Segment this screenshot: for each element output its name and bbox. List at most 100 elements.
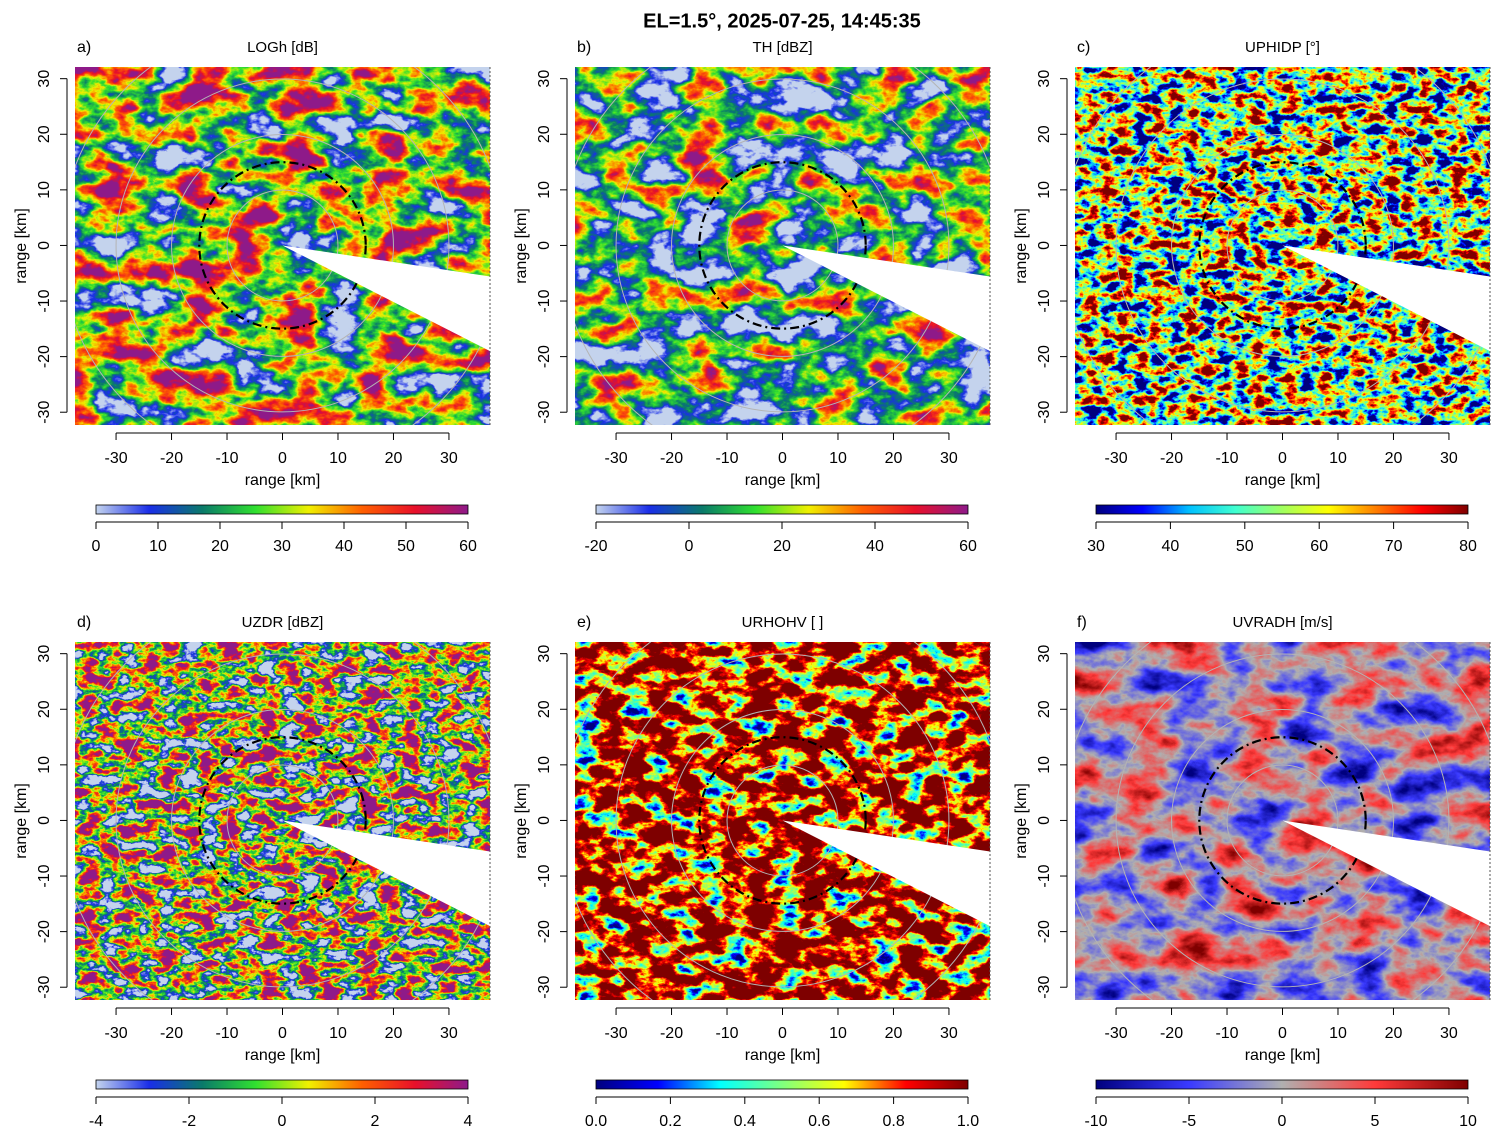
y-tick-label: -10	[536, 864, 553, 887]
x-axis-label: range [km]	[1245, 472, 1321, 489]
y-tick-label: 30	[1036, 70, 1053, 88]
x-tick-label: 20	[385, 450, 403, 467]
colorbar-tick-label: 0	[278, 1113, 287, 1130]
panel-label: f)	[1077, 614, 1087, 631]
y-tick-label: 0	[36, 816, 53, 825]
y-tick-label: 0	[1036, 241, 1053, 250]
range-ring	[671, 133, 894, 357]
x-tick-label: 30	[940, 1025, 958, 1042]
colorbar-tick-label: 10	[149, 538, 167, 555]
y-tick-label: -20	[1036, 345, 1053, 368]
colorbar-tick-label: 4	[464, 1113, 473, 1130]
y-tick-label: 10	[536, 181, 553, 199]
panel-label: e)	[577, 614, 591, 631]
x-tick-label: 30	[440, 450, 458, 467]
radar-field	[75, 642, 490, 1000]
reference-circle	[198, 161, 367, 330]
panel-title: LOGh [dB]	[247, 39, 318, 56]
colorbar-tick-label: 20	[773, 538, 791, 555]
y-tick-label: 10	[1036, 181, 1053, 199]
range-ring	[115, 78, 450, 413]
colorbar	[95, 1079, 469, 1090]
y-tick-label: 30	[36, 645, 53, 663]
range-ring	[1115, 653, 1450, 988]
panel-title: URHOHV [ ]	[742, 614, 824, 631]
colorbar-tick-label: 0.2	[659, 1113, 681, 1130]
x-tick-label: -20	[1160, 450, 1183, 467]
x-tick-label: -20	[660, 450, 683, 467]
y-tick-label: -30	[36, 401, 53, 424]
y-tick-label: -20	[1036, 920, 1053, 943]
x-axis-label: range [km]	[245, 1047, 321, 1064]
colorbar-tick-label: 0.4	[734, 1113, 756, 1130]
x-axis-label: range [km]	[245, 472, 321, 489]
x-tick-label: -20	[160, 1025, 183, 1042]
x-tick-label: -10	[215, 450, 238, 467]
field-image	[75, 67, 490, 425]
blocked-sector	[1282, 245, 1490, 352]
y-tick-label: 10	[536, 756, 553, 774]
y-tick-label: -30	[1036, 401, 1053, 424]
x-tick-label: -10	[1215, 1025, 1238, 1042]
range-ring	[726, 189, 839, 302]
colorbar-tick-label: 0	[685, 538, 694, 555]
blocked-sector	[1282, 820, 1490, 927]
x-tick-label: -20	[660, 1025, 683, 1042]
colorbar-tick-label: 2	[371, 1113, 380, 1130]
y-tick-label: 20	[536, 125, 553, 143]
x-tick-label: 30	[1440, 450, 1458, 467]
range-ring	[115, 653, 450, 988]
colorbar-tick-label: 50	[1236, 538, 1254, 555]
y-tick-label: -10	[536, 289, 553, 312]
y-tick-label: -30	[536, 401, 553, 424]
y-tick-label: 0	[36, 241, 53, 250]
x-tick-label: 20	[885, 450, 903, 467]
reference-circle	[1198, 161, 1367, 330]
range-ring	[171, 708, 394, 932]
y-tick-label: 30	[536, 70, 553, 88]
y-axis-label: range [km]	[13, 208, 30, 284]
colorbar	[1095, 504, 1469, 515]
range-ring	[1115, 78, 1450, 413]
x-tick-label: -30	[1104, 1025, 1127, 1042]
x-tick-label: 20	[1385, 1025, 1403, 1042]
reference-circle	[698, 161, 867, 330]
colorbar-tick-label: -4	[89, 1113, 103, 1130]
y-tick-label: 10	[1036, 756, 1053, 774]
colorbar-tick-label: 70	[1385, 538, 1403, 555]
y-tick-label: 0	[536, 816, 553, 825]
colorbar-tick-label: 10	[1459, 1113, 1477, 1130]
x-tick-label: 0	[278, 450, 287, 467]
range-ring	[1226, 764, 1339, 877]
figure-title: EL=1.5°, 2025-07-25, 14:45:35	[643, 10, 921, 32]
colorbar-tick-label: 0	[92, 538, 101, 555]
panel-title: UZDR [dBZ]	[242, 614, 324, 631]
range-ring	[1171, 133, 1394, 357]
y-tick-label: 30	[36, 70, 53, 88]
field-image	[575, 642, 990, 1000]
range-ring	[1171, 708, 1394, 932]
y-tick-label: -20	[536, 920, 553, 943]
y-tick-label: 20	[1036, 700, 1053, 718]
radar-field	[75, 67, 490, 425]
range-ring	[726, 764, 839, 877]
radar-field	[575, 642, 990, 1000]
panel-label: c)	[1077, 39, 1090, 56]
blocked-sector	[282, 245, 490, 352]
colorbar-tick-label: 30	[1087, 538, 1105, 555]
y-tick-label: 20	[1036, 125, 1053, 143]
y-tick-label: 30	[536, 645, 553, 663]
x-tick-label: 20	[1385, 450, 1403, 467]
x-tick-label: 30	[940, 450, 958, 467]
range-ring	[615, 78, 950, 413]
range-ring	[226, 764, 339, 877]
blocked-sector	[782, 820, 990, 927]
y-tick-label: 20	[36, 125, 53, 143]
range-ring	[226, 189, 339, 302]
x-tick-label: -30	[604, 1025, 627, 1042]
colorbar-tick-label: 50	[397, 538, 415, 555]
x-tick-label: 30	[1440, 1025, 1458, 1042]
x-tick-label: 0	[778, 450, 787, 467]
colorbar-tick-label: 40	[866, 538, 884, 555]
